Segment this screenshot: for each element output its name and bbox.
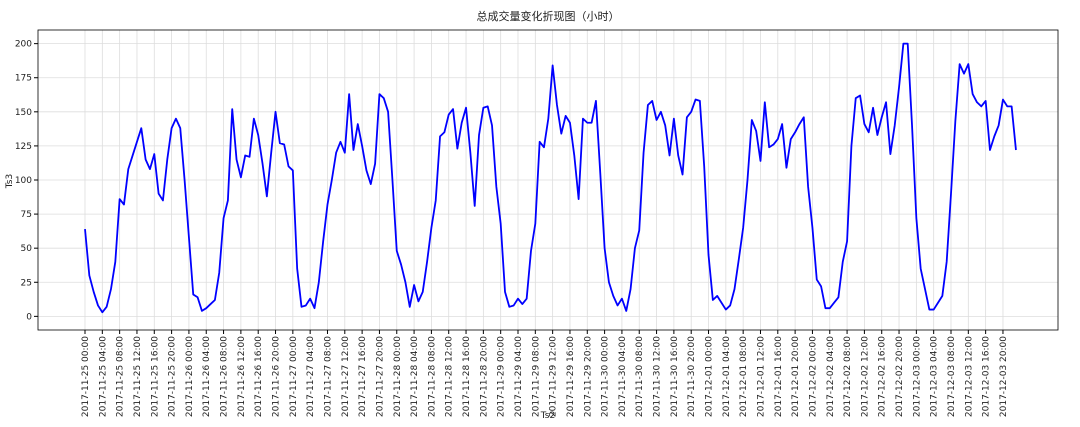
- x-tick-label: 2017-12-01 12:00: [756, 336, 766, 417]
- x-tick-label: 2017-11-30 04:00: [618, 336, 628, 417]
- x-tick-label: 2017-12-02 00:00: [808, 336, 818, 417]
- x-tick-label: 2017-11-27 16:00: [358, 336, 368, 417]
- x-tick-label: 2017-11-25 12:00: [133, 336, 143, 417]
- x-tick-label: 2017-12-03 00:00: [912, 336, 922, 417]
- x-tick-label: 2017-11-26 04:00: [202, 336, 212, 417]
- x-tick-label: 2017-12-01 00:00: [705, 336, 715, 417]
- data-line: [84, 42, 1017, 314]
- y-tick-label: 175: [15, 74, 32, 84]
- x-tick-label: 2017-11-28 12:00: [445, 336, 455, 417]
- x-tick-label: 2017-11-27 04:00: [306, 336, 316, 417]
- x-tick-label: 2017-12-02 08:00: [843, 336, 853, 417]
- x-tick-label: 2017-11-29 12:00: [549, 336, 559, 417]
- x-tick-label: 2017-12-01 04:00: [722, 336, 732, 417]
- x-tick-label: 2017-11-26 16:00: [254, 336, 264, 417]
- x-tick-label: 2017-12-03 04:00: [930, 336, 940, 417]
- x-tick-label: 2017-11-25 00:00: [81, 336, 91, 417]
- x-tick-label: 2017-12-02 20:00: [895, 336, 905, 417]
- x-tick-label: 2017-12-02 12:00: [860, 336, 870, 417]
- x-tick-label: 2017-11-25 16:00: [150, 336, 160, 417]
- y-tick-label: 125: [15, 142, 32, 152]
- y-tick-label: 0: [26, 312, 32, 322]
- x-tick-label: 2017-11-28 04:00: [410, 336, 420, 417]
- y-tick-label: 200: [15, 40, 32, 50]
- y-axis-label: Ts3: [5, 174, 15, 189]
- x-tick-label: 2017-11-26 12:00: [237, 336, 247, 417]
- x-tick-label: 2017-11-26 08:00: [220, 336, 230, 417]
- x-tick-label: 2017-11-28 20:00: [479, 336, 489, 417]
- x-tick-label: 2017-12-01 16:00: [774, 336, 784, 417]
- x-tick-label: 2017-11-30 00:00: [601, 336, 611, 417]
- x-tick-label: 2017-12-03 16:00: [982, 336, 992, 417]
- x-tick-label: 2017-11-29 16:00: [566, 336, 576, 417]
- y-tick-label: 50: [21, 244, 33, 254]
- x-tick-label: 2017-11-26 00:00: [185, 336, 195, 417]
- x-tick-label: 2017-12-03 12:00: [964, 336, 974, 417]
- x-tick-label: 2017-11-30 20:00: [687, 336, 697, 417]
- x-tick-label: 2017-11-26 20:00: [272, 336, 282, 417]
- x-tick-label: 2017-12-03 08:00: [947, 336, 957, 417]
- x-tick-label: 2017-12-02 16:00: [878, 336, 888, 417]
- x-tick-label: 2017-11-29 04:00: [514, 336, 524, 417]
- x-tick-label: 2017-12-02 04:00: [826, 336, 836, 417]
- x-tick-label: 2017-11-27 00:00: [289, 336, 299, 417]
- x-axis-label: Ts2: [540, 411, 555, 421]
- x-tick-label: 2017-11-27 08:00: [323, 336, 333, 417]
- x-tick-label: 2017-11-29 00:00: [497, 336, 507, 417]
- x-tick-label: 2017-11-30 08:00: [635, 336, 645, 417]
- chart-title: 总成交量变化折现图（小时）: [477, 9, 620, 23]
- y-tick-label: 100: [15, 176, 32, 186]
- x-tick-label: 2017-11-28 08:00: [427, 336, 437, 417]
- x-tick-label: 2017-11-25 20:00: [168, 336, 178, 417]
- x-tick-label: 2017-11-27 12:00: [341, 336, 351, 417]
- x-tick-label: 2017-12-03 20:00: [999, 336, 1009, 417]
- x-tick-label: 2017-11-25 04:00: [98, 336, 108, 417]
- x-tick-label: 2017-11-28 00:00: [393, 336, 403, 417]
- y-tick-label: 25: [21, 278, 32, 288]
- x-tick-label: 2017-11-28 16:00: [462, 336, 472, 417]
- x-tick-label: 2017-11-29 20:00: [583, 336, 593, 417]
- x-tick-label: 2017-11-29 08:00: [531, 336, 541, 417]
- x-tick-label: 2017-11-30 12:00: [653, 336, 663, 417]
- x-tick-label: 2017-11-30 16:00: [670, 336, 680, 417]
- x-tick-label: 2017-11-25 08:00: [116, 336, 126, 417]
- x-tick-label: 2017-12-01 08:00: [739, 336, 749, 417]
- x-tick-label: 2017-11-27 20:00: [375, 336, 385, 417]
- y-tick-label: 150: [15, 108, 32, 118]
- y-tick-label: 75: [21, 210, 32, 220]
- x-tick-label: 2017-12-01 20:00: [791, 336, 801, 417]
- plot-frame: [37, 29, 1059, 331]
